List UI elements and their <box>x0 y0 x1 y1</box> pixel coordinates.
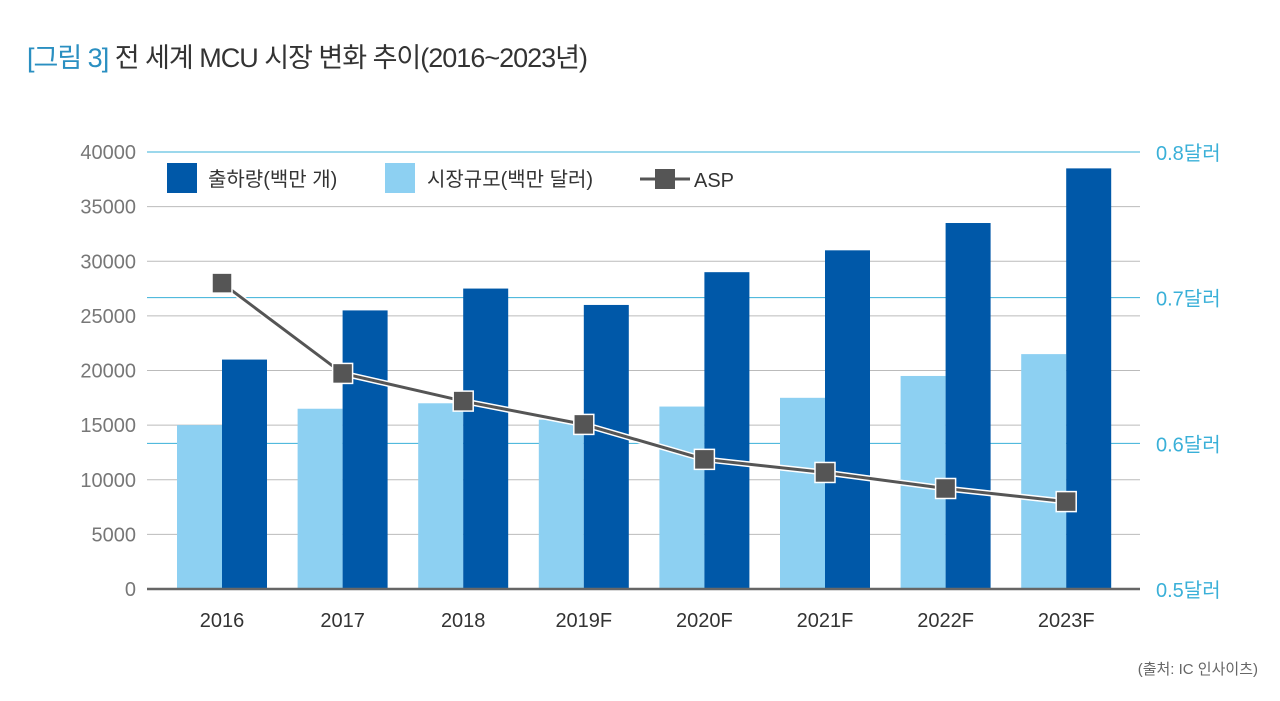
x-tick-label: 2016 <box>200 610 245 632</box>
x-tick-label: 2019F <box>555 610 612 632</box>
legend-label-asp: ASP <box>694 170 734 192</box>
x-tick-label: 2022F <box>917 610 974 632</box>
legend-label-market-size: 시장규모(백만 달러) <box>427 168 593 191</box>
left-tick-label: 35000 <box>80 197 136 219</box>
bar-market-size <box>1021 354 1067 589</box>
bar-shipments <box>583 304 629 589</box>
left-tick-label: 15000 <box>80 415 136 437</box>
bar-shipments <box>463 288 509 589</box>
asp-marker <box>452 390 474 412</box>
x-tick-label: 2021F <box>797 610 854 632</box>
right-tick-label: 0.5달러 <box>1156 579 1221 602</box>
asp-marker <box>331 362 354 385</box>
left-tick-label: 30000 <box>80 251 136 273</box>
left-tick-label: 5000 <box>92 524 137 546</box>
bar-shipments <box>704 272 750 589</box>
bar-market-size <box>297 408 343 589</box>
left-tick-label: 40000 <box>80 142 136 164</box>
figure-number: [그림 3] <box>27 43 109 73</box>
legend-swatch-shipments <box>167 163 197 193</box>
asp-marker <box>1055 490 1077 513</box>
left-tick-label: 25000 <box>80 306 136 328</box>
asp-marker <box>693 448 716 471</box>
bar-shipments <box>1066 168 1112 589</box>
legend-swatch-asp-marker <box>655 169 675 189</box>
bar-shipments <box>825 250 870 589</box>
bar-shipments <box>342 310 388 589</box>
title-text: 전 세계 MCU 시장 변화 추이(2016~2023년) <box>114 43 588 73</box>
asp-marker <box>814 461 836 484</box>
source-note: (출처: IC 인사이츠) <box>1137 661 1258 678</box>
bar-shipments <box>945 223 991 589</box>
bar-market-size <box>659 406 705 589</box>
x-tick-label: 2020F <box>676 610 733 632</box>
asp-marker <box>934 477 957 500</box>
asp-marker <box>211 272 233 294</box>
chart-title: [그림 3] 전 세계 MCU 시장 변화 추이(2016~2023년) <box>27 36 588 75</box>
asp-line <box>221 281 1067 504</box>
bar-market-size <box>780 397 825 589</box>
legend-swatch-market-size <box>385 163 415 193</box>
bar-shipments <box>222 359 267 589</box>
right-tick-label: 0.6달러 <box>1156 433 1221 456</box>
left-tick-label: 10000 <box>80 470 136 492</box>
right-tick-label: 0.8달러 <box>1156 142 1221 165</box>
x-tick-label: 2023F <box>1038 610 1095 632</box>
left-tick-label: 20000 <box>80 361 136 383</box>
bar-market-size <box>538 419 584 589</box>
x-tick-label: 2017 <box>320 610 365 632</box>
asp-marker <box>573 413 595 436</box>
right-tick-label: 0.7달러 <box>1156 288 1221 311</box>
bar-market-size <box>177 425 222 589</box>
legend-label-shipments: 출하량(백만 개) <box>208 168 337 191</box>
x-tick-label: 2018 <box>441 610 486 632</box>
left-tick-label: 0 <box>125 579 136 601</box>
bar-market-size <box>418 403 464 589</box>
